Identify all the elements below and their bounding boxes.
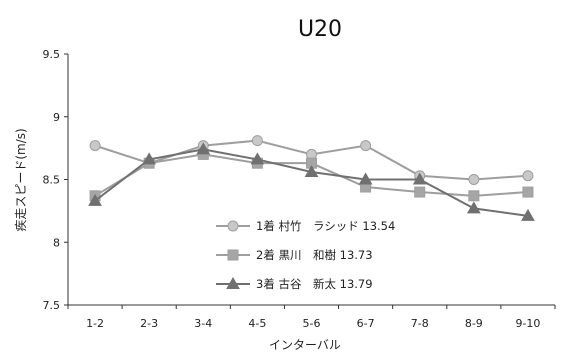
x-tick-label: 2-3 [140, 317, 158, 330]
data-point [466, 201, 481, 214]
legend-item: 1着 村竹 ラシッド 13.54 [216, 219, 395, 233]
data-point [358, 172, 373, 185]
legend-marker [226, 276, 240, 289]
data-point [412, 172, 427, 185]
data-point [522, 186, 534, 198]
series-layer [88, 135, 535, 221]
data-point [196, 142, 211, 155]
x-tick-label: 9-10 [515, 317, 540, 330]
x-tick-label: 6-7 [357, 317, 375, 330]
legend-marker [227, 220, 239, 232]
legend: 1着 村竹 ラシッド 13.54 2着 黒川 和樹 13.73 3着 古谷 新太 1… [216, 219, 395, 291]
data-point [89, 140, 101, 152]
y-tick-label: 9.5 [43, 48, 61, 61]
y-tick-label: 9 [53, 111, 60, 124]
data-point [304, 164, 319, 177]
data-point [522, 170, 534, 182]
series-3 [88, 142, 535, 221]
data-point [414, 186, 426, 198]
chart-title: U20 [298, 17, 342, 42]
x-axis-label: インターバル [269, 338, 341, 352]
data-point [468, 190, 480, 202]
y-tick-label: 7.5 [43, 299, 61, 312]
x-tick-label: 7-8 [411, 317, 429, 330]
legend-item: 2着 黒川 和樹 13.73 [216, 248, 373, 262]
x-tick-label: 3-4 [194, 317, 212, 330]
data-point [521, 208, 535, 221]
x-tick-label: 8-9 [465, 317, 483, 330]
y-tick-label: 8 [53, 236, 60, 249]
legend-item: 3着 古谷 新太 13.79 [216, 276, 373, 291]
data-point [360, 140, 372, 152]
x-tick-label: 1-2 [86, 317, 104, 330]
x-axis: 1-2 2-3 3-4 4-5 5-6 6-7 7-8 8-9 9-10 [67, 304, 556, 330]
x-tick-label: 5-6 [303, 317, 321, 330]
legend-label: 2着 黒川 和樹 13.73 [256, 248, 373, 262]
legend-label: 1着 村竹 ラシッド 13.54 [256, 219, 395, 233]
data-point [468, 174, 480, 185]
x-tick-label: 4-5 [248, 317, 266, 330]
y-tick-label: 8.5 [43, 174, 61, 187]
legend-marker [227, 249, 239, 261]
y-axis-label: 疾走スピード(m/s) [13, 128, 28, 231]
legend-label: 3着 古谷 新太 13.79 [256, 277, 373, 291]
data-point [250, 152, 265, 165]
data-point [251, 135, 263, 147]
y-axis: 7.5 8 8.5 9 9.5 [43, 48, 69, 312]
data-point [142, 152, 157, 165]
data-point [88, 193, 102, 206]
